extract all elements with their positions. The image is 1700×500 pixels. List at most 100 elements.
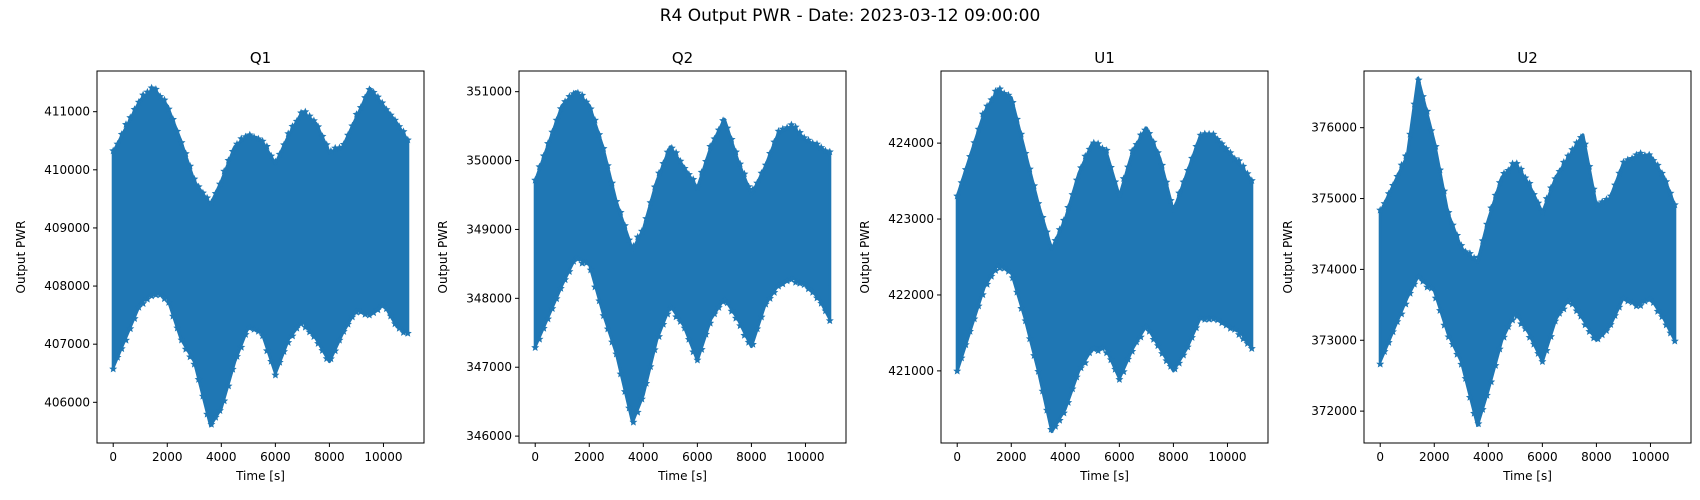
data-point <box>1119 174 1128 182</box>
data-point <box>1175 188 1184 197</box>
data-point <box>1649 298 1658 306</box>
data-point <box>198 392 207 400</box>
data-point <box>646 362 655 371</box>
data-point <box>637 227 646 235</box>
data-point <box>1047 242 1056 250</box>
data-point <box>953 191 962 200</box>
data-point <box>706 319 715 327</box>
data-point <box>1465 393 1474 401</box>
data-point <box>1200 129 1209 138</box>
data-point <box>544 139 552 147</box>
data-point <box>1495 344 1504 353</box>
data-point <box>804 284 813 293</box>
data-point <box>1611 311 1619 319</box>
data-point <box>736 159 745 168</box>
data-point <box>1008 273 1017 282</box>
data-point <box>804 136 813 144</box>
data-point <box>1384 189 1393 198</box>
data-point <box>386 311 395 320</box>
data-point <box>151 85 160 93</box>
data-point <box>211 189 220 197</box>
data-point <box>262 346 271 355</box>
data-point <box>1645 295 1654 303</box>
data-point <box>1393 317 1402 326</box>
data-point <box>753 324 762 333</box>
data-point <box>684 170 693 178</box>
data-point <box>1111 177 1120 186</box>
data-point <box>1038 386 1047 395</box>
data-point <box>1230 325 1239 333</box>
data-point <box>1632 301 1641 310</box>
data-point <box>1470 409 1479 417</box>
data-point <box>1145 327 1154 335</box>
data-point <box>1226 148 1235 157</box>
data-point <box>224 381 233 390</box>
subplot-q2: 0 2000 4000 6000 8000 10000 346000 347000 348000… <box>436 49 847 483</box>
data-point <box>565 92 574 100</box>
data-point <box>1406 289 1415 297</box>
data-point <box>531 176 540 184</box>
data-point <box>318 132 327 140</box>
data-point <box>1042 406 1051 414</box>
x-tick-label: 0 <box>953 450 961 464</box>
data-point <box>1384 338 1393 346</box>
data-point <box>186 162 195 170</box>
data-point <box>177 138 186 146</box>
data-point <box>220 167 229 175</box>
data-point <box>723 298 732 307</box>
data-point <box>659 320 668 328</box>
y-tick-label: 422000 <box>888 288 934 302</box>
data-point <box>740 169 749 178</box>
x-tick-label: 2000 <box>574 450 605 464</box>
data-point <box>1436 165 1444 174</box>
data-point <box>966 152 974 160</box>
data-point <box>1658 169 1666 177</box>
data-point <box>1568 299 1577 308</box>
data-point <box>1064 203 1073 211</box>
data-point <box>1444 332 1453 341</box>
data-point <box>1606 191 1615 200</box>
data-point <box>314 122 323 131</box>
data-point <box>1500 333 1508 341</box>
data-point <box>774 282 783 290</box>
data-point <box>625 235 634 244</box>
data-point <box>791 122 800 131</box>
y-tick-label: 408000 <box>44 279 90 293</box>
data-point <box>970 314 979 323</box>
data-point <box>1098 344 1107 352</box>
data-point <box>169 312 177 320</box>
data-point <box>761 300 770 308</box>
data-point <box>714 303 723 311</box>
data-point <box>650 182 659 191</box>
data-point <box>301 323 310 331</box>
data-point <box>991 87 1000 95</box>
data-point <box>689 175 698 183</box>
data-point <box>1670 336 1679 345</box>
data-point <box>787 120 796 129</box>
data-point <box>817 299 826 307</box>
data-point <box>1393 172 1402 180</box>
data-point <box>800 133 809 142</box>
data-point <box>403 135 412 144</box>
data-point <box>1380 347 1389 355</box>
data-point <box>1004 91 1013 99</box>
subplot-u2: 0 2000 4000 6000 8000 10000 372000 373000 374000… <box>1281 49 1692 483</box>
data-point <box>267 151 276 160</box>
data-point <box>399 328 408 336</box>
data-point <box>1632 150 1641 159</box>
data-point <box>1158 349 1167 357</box>
y-tick-label: 346000 <box>466 429 512 443</box>
data-point <box>693 355 702 364</box>
data-point <box>697 345 706 353</box>
data-point <box>228 147 237 155</box>
y-tick-label: 350000 <box>466 154 512 168</box>
data-point <box>1124 355 1132 363</box>
data-point <box>365 85 374 93</box>
data-point <box>991 266 1000 274</box>
data-point <box>1418 92 1427 100</box>
data-point <box>297 108 306 117</box>
x-tick-label: 8000 <box>1158 450 1189 464</box>
data-point <box>974 125 983 133</box>
data-point <box>556 284 565 292</box>
data-point <box>1598 197 1607 206</box>
